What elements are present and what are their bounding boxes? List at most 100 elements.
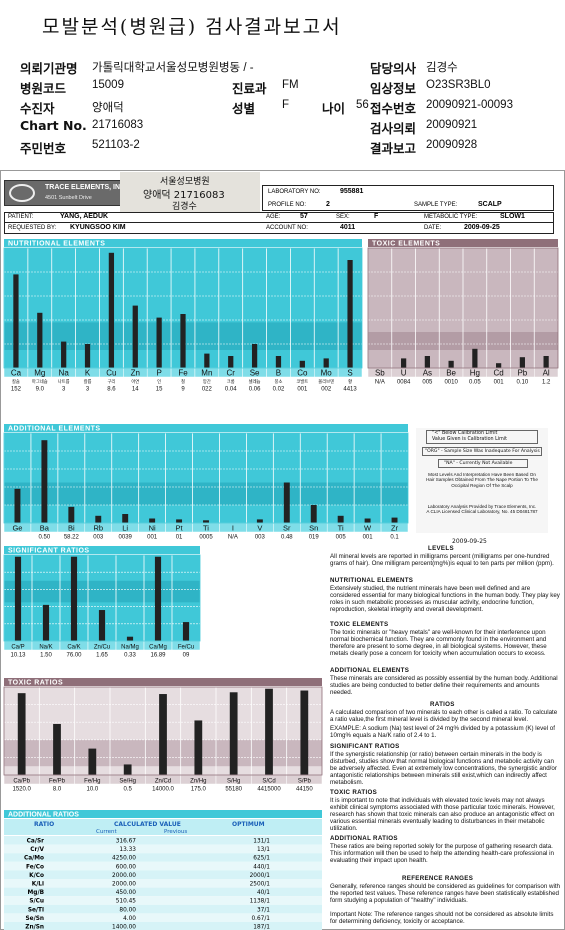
category-label: Pt [176, 524, 184, 533]
ratio-optimum: 2500/1 [250, 882, 271, 888]
category-label: Hg [470, 369, 480, 378]
legend-box: "<" Below Calibration Limit Value Given … [416, 428, 548, 533]
ratio-current: 80.00 [119, 907, 136, 913]
category-sublabel: 셀레늄 [249, 378, 261, 385]
bar [14, 488, 21, 523]
bar [180, 314, 186, 368]
age-label-header: 나이 [322, 101, 346, 116]
header-value: O23SR3BL0 [426, 79, 491, 91]
category-sublabel: 황 [348, 378, 352, 385]
category-label: K [85, 369, 91, 378]
legend-org-box [422, 447, 542, 456]
add-text: These minerals are considered as possibl… [330, 675, 558, 697]
bar [108, 252, 115, 368]
levels-text: All mineral levels are reported in milli… [330, 553, 554, 568]
sig-text: If the synergistic relationship (or rati… [330, 751, 557, 787]
bar [13, 274, 19, 368]
bar [323, 358, 329, 368]
bar [98, 610, 106, 641]
category-label: Na/Mg [121, 645, 139, 651]
patient-info-box [4, 212, 554, 234]
header-value: 김경수 [426, 62, 458, 74]
category-label: Cr [227, 369, 236, 378]
category-label: V [257, 524, 262, 533]
ratio-name: K/Li [32, 882, 44, 888]
ratio-optimum: 13/1 [257, 847, 270, 853]
category-sublabel: 철 [181, 378, 185, 385]
category-label: S [347, 369, 352, 378]
bar [519, 357, 525, 368]
category-label: Cd [494, 369, 504, 378]
stamp-line-3: 김경수 [172, 202, 197, 212]
header-label: 병원코드 [20, 81, 67, 96]
header-value: 15009 [92, 79, 124, 91]
header-label: 임상정보 [370, 81, 417, 96]
header-label: 접수번호 [370, 101, 417, 116]
header-label: 성별 [232, 101, 256, 116]
addr-text: These ratios are being reported solely f… [330, 843, 554, 865]
legend-date: 2009-09-25 [452, 538, 487, 545]
category-label: S/Cd [262, 779, 275, 785]
ratio-optimum: 40/1 [257, 890, 270, 896]
category-label: Mn [201, 369, 212, 378]
bar [543, 356, 549, 368]
ratio-optimum: 625/1 [253, 856, 270, 862]
bar [391, 517, 398, 523]
header-label: 의뢰기관명 [20, 61, 78, 76]
category-label: Co [297, 369, 308, 378]
value-label: 16.89 [150, 653, 166, 659]
value-label: 001 [494, 380, 505, 386]
toxr-heading: TOXIC RATIOS [330, 789, 378, 796]
ratio-name: Fe/Co [26, 864, 44, 870]
value-label: 022 [202, 387, 213, 393]
bar [448, 360, 454, 368]
value-label: 0.02 [273, 387, 285, 393]
bar [88, 748, 97, 775]
value-label: 152 [11, 387, 22, 393]
bar [401, 358, 407, 368]
category-sublabel: 코발트 [296, 378, 308, 385]
category-label: Ca/K [67, 645, 80, 651]
value-label: 0010 [444, 380, 458, 386]
bar [159, 694, 167, 775]
ratio-current: 4250.00 [112, 856, 136, 862]
category-label: Se/Hg [119, 779, 136, 785]
nutritional-elements-chart-title: NUTRITIONAL ELEMENTS [8, 241, 105, 248]
ratio-current: 2000.00 [112, 882, 136, 888]
category-sublabel: 붕소 [275, 379, 283, 385]
category-sublabel: 구리 [107, 378, 115, 385]
ratios-text: A calculated comparison of two minerals … [330, 709, 558, 724]
metabolic-type: SLOW1 [500, 213, 525, 220]
value-label: 1520.0 [12, 787, 31, 793]
header-value: 가톨릭대학교서울성모병원병동 / - [92, 62, 254, 74]
value-label: 1.2 [542, 380, 551, 386]
legend-calib-box [426, 430, 538, 444]
header-value: 21716083 [92, 119, 144, 131]
category-label: Cu [106, 369, 116, 378]
category-label: Sn [309, 524, 318, 533]
age-value-header: 56 [356, 99, 369, 111]
ratios-example: EXAMPLE: A sodium (Na) test level of 24 … [330, 725, 555, 740]
legend-lab: Laboratory Analysis Provided by Trace El… [426, 504, 538, 515]
ratios-heading: RATIOS [430, 701, 455, 708]
value-label: 14000.0 [152, 787, 174, 793]
ratio-current: 13.33 [119, 847, 136, 853]
category-label: Be [446, 369, 456, 378]
header-value: F [282, 99, 290, 111]
col-optimum: OPTIMUM [232, 821, 265, 828]
value-label: 8.6 [107, 387, 116, 393]
value-label: 0.10 [517, 380, 529, 386]
page-title: 모발분석(병원급) 검사결과보고서 [42, 16, 342, 38]
value-label: 001 [363, 535, 374, 541]
ratio-name: Ca/Sr [27, 839, 44, 845]
header-label: 결과보고 [370, 141, 417, 156]
value-label: 0039 [119, 535, 133, 541]
value-label: 175.0 [191, 787, 207, 793]
significant-ratios-chart-title: SIGNIFICANT RATIOS [8, 548, 90, 555]
value-label: N/A [375, 380, 385, 386]
category-sublabel: 나트륨 [58, 378, 70, 385]
col-ratio: RATIO [34, 821, 54, 828]
profile-label: PROFILE NO: [268, 202, 307, 208]
header-value: 521103-2 [92, 139, 140, 151]
value-label: 15 [156, 387, 163, 393]
